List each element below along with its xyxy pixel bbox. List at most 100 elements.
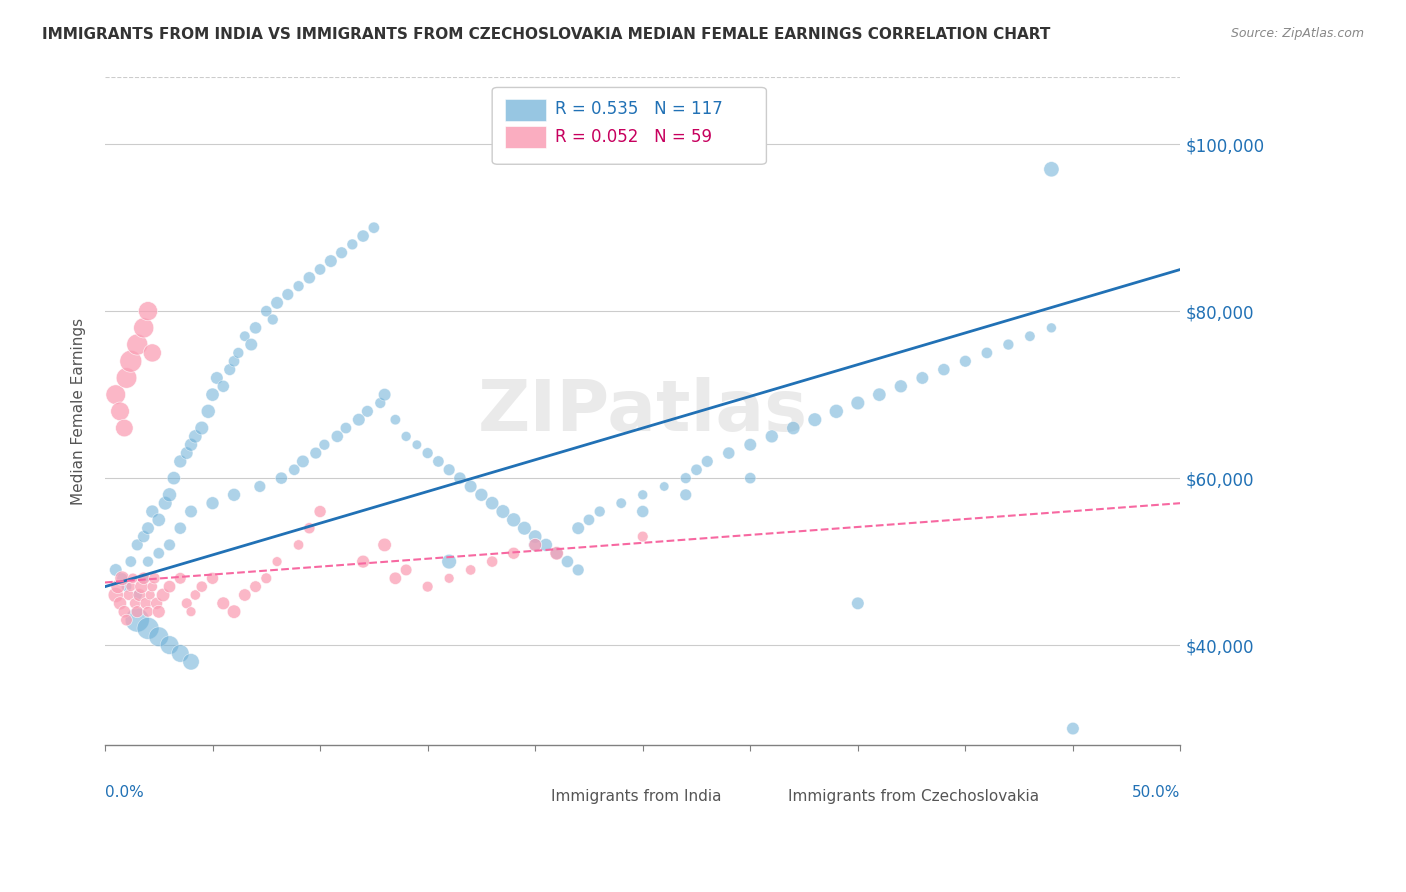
Point bbox=[513, 521, 536, 535]
Point bbox=[127, 538, 149, 552]
Point bbox=[104, 588, 127, 602]
Point bbox=[270, 471, 292, 485]
Point bbox=[205, 371, 228, 385]
Point bbox=[868, 387, 890, 401]
Point bbox=[169, 647, 191, 661]
Point bbox=[437, 555, 460, 569]
Point bbox=[825, 404, 848, 418]
Point bbox=[249, 479, 271, 493]
Point bbox=[136, 605, 159, 619]
Text: Source: ZipAtlas.com: Source: ZipAtlas.com bbox=[1230, 27, 1364, 40]
Point bbox=[128, 588, 150, 602]
Point bbox=[233, 588, 256, 602]
Point bbox=[740, 438, 762, 452]
Point bbox=[1040, 162, 1063, 177]
FancyBboxPatch shape bbox=[513, 788, 544, 806]
Point bbox=[233, 329, 256, 343]
Point bbox=[470, 488, 492, 502]
Point bbox=[112, 605, 135, 619]
Point bbox=[141, 346, 163, 360]
Point bbox=[159, 488, 181, 502]
Point bbox=[846, 396, 869, 410]
Text: IMMIGRANTS FROM INDIA VS IMMIGRANTS FROM CZECHOSLOVAKIA MEDIAN FEMALE EARNINGS C: IMMIGRANTS FROM INDIA VS IMMIGRANTS FROM… bbox=[42, 27, 1050, 42]
Point bbox=[356, 404, 378, 418]
Point bbox=[108, 596, 131, 610]
Point bbox=[159, 580, 181, 594]
Point bbox=[406, 438, 429, 452]
Point bbox=[305, 446, 328, 460]
Point bbox=[675, 488, 697, 502]
Point bbox=[631, 504, 654, 518]
Point bbox=[141, 504, 163, 518]
Point bbox=[180, 504, 202, 518]
Point bbox=[352, 229, 374, 244]
Point bbox=[222, 354, 245, 368]
Point bbox=[136, 621, 159, 635]
Point bbox=[546, 546, 568, 560]
FancyBboxPatch shape bbox=[751, 788, 780, 806]
Point bbox=[319, 254, 342, 268]
Point bbox=[524, 538, 547, 552]
Point bbox=[283, 463, 305, 477]
Y-axis label: Median Female Earnings: Median Female Earnings bbox=[72, 318, 86, 505]
Point bbox=[131, 580, 153, 594]
Point bbox=[136, 304, 159, 318]
Point bbox=[201, 571, 224, 585]
Point bbox=[502, 546, 524, 560]
Point bbox=[342, 237, 364, 252]
Point bbox=[201, 387, 224, 401]
Point bbox=[416, 580, 439, 594]
Point bbox=[148, 546, 170, 560]
Point bbox=[287, 538, 309, 552]
Point bbox=[118, 588, 141, 602]
Point bbox=[1019, 329, 1042, 343]
Point bbox=[180, 438, 202, 452]
Point bbox=[240, 337, 263, 351]
Point bbox=[932, 362, 955, 376]
Point bbox=[115, 371, 138, 385]
Point bbox=[717, 446, 740, 460]
Point bbox=[222, 605, 245, 619]
Point bbox=[363, 220, 385, 235]
Point bbox=[245, 321, 267, 335]
Point bbox=[115, 613, 138, 627]
Point bbox=[502, 513, 524, 527]
Point bbox=[112, 421, 135, 435]
Point bbox=[143, 571, 166, 585]
Point bbox=[460, 479, 482, 493]
Point bbox=[481, 555, 503, 569]
Point bbox=[675, 471, 697, 485]
Point bbox=[122, 571, 145, 585]
Point bbox=[846, 596, 869, 610]
Point bbox=[335, 421, 357, 435]
Point bbox=[262, 312, 284, 326]
Point bbox=[127, 613, 149, 627]
Point bbox=[314, 438, 336, 452]
FancyBboxPatch shape bbox=[505, 126, 546, 147]
Point bbox=[761, 429, 783, 443]
Point bbox=[152, 588, 174, 602]
Point bbox=[524, 538, 547, 552]
Point bbox=[567, 521, 589, 535]
Point bbox=[911, 371, 934, 385]
Point bbox=[201, 496, 224, 510]
Point bbox=[107, 580, 129, 594]
Point bbox=[108, 404, 131, 418]
Point bbox=[115, 580, 138, 594]
Point bbox=[1040, 321, 1063, 335]
Point bbox=[291, 454, 314, 468]
Point bbox=[416, 446, 439, 460]
Point bbox=[148, 605, 170, 619]
Point bbox=[111, 571, 134, 585]
Point bbox=[180, 605, 202, 619]
Point bbox=[135, 596, 157, 610]
Point bbox=[384, 413, 406, 427]
Point bbox=[191, 580, 214, 594]
Point bbox=[652, 479, 675, 493]
Point bbox=[222, 488, 245, 502]
Point bbox=[132, 571, 155, 585]
Point bbox=[148, 630, 170, 644]
Point bbox=[782, 421, 804, 435]
Point bbox=[449, 471, 471, 485]
Text: ZIPatlas: ZIPatlas bbox=[478, 376, 808, 446]
